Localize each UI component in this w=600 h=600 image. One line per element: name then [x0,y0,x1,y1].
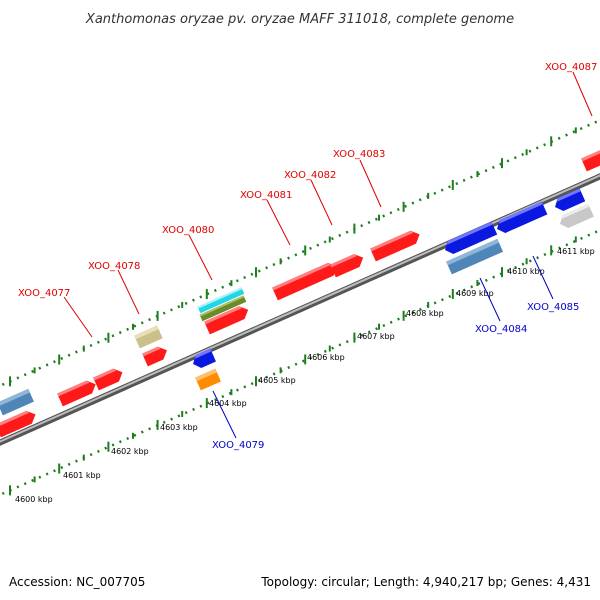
gene-arrow[interactable] [204,303,251,335]
gene-arrow[interactable] [93,366,125,391]
gene-arrow[interactable] [557,203,594,231]
gene-label[interactable]: XOO_4084 [475,324,527,335]
gene-arrow[interactable] [494,201,548,236]
scale-label: 4607 kbp [357,332,395,341]
gene-label[interactable]: XOO_4080 [162,225,214,236]
scale-label: 4600 kbp [15,495,53,504]
gene-arrow[interactable] [199,295,247,322]
scale-label: 4605 kbp [258,376,296,385]
leader-line [266,199,291,246]
scale-label: 4611 kbp [557,247,595,256]
forward-dot-track [0,118,600,388]
gene-arrow[interactable] [446,238,504,275]
gene-label[interactable]: XOO_4082 [284,170,336,181]
leader-lines [63,71,593,439]
gene-labels: XOO_4077 XOO_4078 XOO_4080 XOO_4081 XOO_… [18,62,597,451]
scale-label: 4608 kbp [406,309,444,318]
scale-label: 4604 kbp [209,399,247,408]
gene-label[interactable]: XOO_4085 [527,302,579,313]
leader-line [63,296,93,338]
leader-line [117,269,140,315]
gene-label[interactable]: XOO_4083 [333,149,385,160]
scale-label: 4602 kbp [111,447,149,456]
gene-label[interactable]: XOO_4087 [545,62,597,73]
leader-line [310,179,333,226]
scale-labels: 4600 kbp 4601 kbp 4602 kbp 4603 kbp 4604… [15,247,595,504]
accession-text: Accession: NC_007705 [9,575,145,589]
genome-backbone [0,173,600,446]
scale-label: 4609 kbp [456,289,494,298]
leader-line [572,71,593,117]
gene-features [0,147,600,438]
gene-label[interactable]: XOO_4079 [212,440,264,451]
gene-arrow[interactable] [142,344,170,367]
scale-label: 4610 kbp [507,267,545,276]
tick-marks [9,127,577,496]
leader-line [359,159,382,208]
map-title: Xanthomonas oryzae pv. oryzae MAFF 31101… [85,12,514,27]
gene-arrow[interactable] [0,408,38,438]
gene-arrow[interactable] [552,188,586,213]
gene-arrow[interactable] [197,287,245,314]
gene-label[interactable]: XOO_4077 [18,288,70,299]
gene-label[interactable]: XOO_4081 [240,190,292,201]
gene-label[interactable]: XOO_4078 [88,261,140,272]
scale-label: 4606 kbp [307,353,345,362]
leader-line [479,277,501,322]
gene-arrow[interactable] [370,228,422,262]
leader-line [188,234,213,281]
gene-arrow[interactable] [190,348,216,371]
gene-arrow[interactable] [134,325,163,349]
gene-arrow[interactable] [330,251,366,278]
gene-arrow[interactable] [581,147,600,172]
gene-arrow[interactable] [272,260,340,301]
scale-label: 4603 kbp [160,423,198,432]
leader-line [212,390,237,439]
gene-arrow[interactable] [442,221,498,257]
leader-line [532,255,554,300]
gene-arrow[interactable] [0,388,34,416]
gene-arrow[interactable] [195,368,221,391]
topology-text: Topology: circular; Length: 4,940,217 bp… [260,575,591,589]
scale-label: 4601 kbp [63,471,101,480]
gene-arrow[interactable] [57,378,98,407]
